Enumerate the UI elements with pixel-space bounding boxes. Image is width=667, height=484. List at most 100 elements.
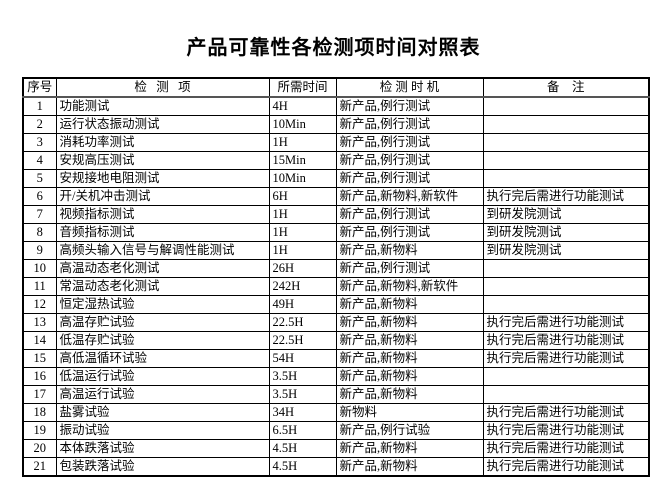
table-body: 1 功能测试 4H 新产品,例行测试 2 运行状态振动测试 10Min 新产品,…	[22, 96, 650, 477]
table-row: 5 安规接地电阻测试 10Min 新产品,例行测试	[22, 169, 650, 188]
cell-row-number: 5	[22, 169, 57, 188]
cell-row-number: 10	[22, 259, 57, 278]
test-time-table: 序号 检 测 项 所需时间 检 测 时 机 备 注 1 功能测试 4H 新产品,…	[22, 77, 650, 477]
table-row: 10 高温动态老化测试 26H 新产品,例行测试	[22, 259, 650, 278]
cell-test-item: 包装跌落试验	[55, 457, 270, 477]
column-header-no: 序号	[22, 77, 57, 98]
cell-test-item: 高温动态老化测试	[55, 259, 270, 278]
cell-test-timing: 新产品,例行测试	[335, 96, 484, 116]
table-row: 20 本体跌落试验 4.5H 新产品,新物料 执行完后需进行功能测试	[22, 439, 650, 458]
table-row: 12 恒定湿热试验 49H 新产品,新物料	[22, 295, 650, 314]
cell-test-item: 振动试验	[55, 421, 270, 440]
cell-test-timing: 新产品,新物料	[335, 367, 484, 386]
cell-test-timing: 新产品,例行测试	[335, 169, 484, 188]
table-row: 2 运行状态振动测试 10Min 新产品,例行测试	[22, 115, 650, 134]
cell-time-needed: 4.5H	[268, 439, 337, 458]
cell-remark: 执行完后需进行功能测试	[482, 313, 650, 332]
cell-row-number: 17	[22, 385, 57, 404]
cell-remark: 执行完后需进行功能测试	[482, 439, 650, 458]
cell-time-needed: 49H	[268, 295, 337, 314]
cell-row-number: 12	[22, 295, 57, 314]
cell-remark	[482, 169, 650, 188]
table-header-row: 序号 检 测 项 所需时间 检 测 时 机 备 注	[22, 77, 650, 98]
cell-remark: 执行完后需进行功能测试	[482, 421, 650, 440]
cell-time-needed: 1H	[268, 223, 337, 242]
cell-test-item: 低温运行试验	[55, 367, 270, 386]
cell-row-number: 13	[22, 313, 57, 332]
cell-test-timing: 新产品,例行测试	[335, 205, 484, 224]
cell-time-needed: 34H	[268, 403, 337, 422]
cell-remark: 执行完后需进行功能测试	[482, 187, 650, 206]
cell-remark: 执行完后需进行功能测试	[482, 403, 650, 422]
table-row: 8 音频指标测试 1H 新产品,例行测试 到研发院测试	[22, 223, 650, 242]
cell-test-timing: 新产品,例行测试	[335, 133, 484, 152]
cell-row-number: 16	[22, 367, 57, 386]
cell-test-item: 盐雾试验	[55, 403, 270, 422]
column-header-item: 检 测 项	[55, 77, 270, 98]
table-row: 4 安规高压测试 15Min 新产品,例行测试	[22, 151, 650, 170]
cell-time-needed: 6.5H	[268, 421, 337, 440]
cell-test-item: 高温存贮试验	[55, 313, 270, 332]
cell-test-timing: 新产品,新物料	[335, 385, 484, 404]
table-row: 19 振动试验 6.5H 新产品,例行试验 执行完后需进行功能测试	[22, 421, 650, 440]
cell-test-timing: 新产品,例行试验	[335, 421, 484, 440]
cell-remark: 执行完后需进行功能测试	[482, 457, 650, 477]
cell-test-timing: 新产品,新物料	[335, 331, 484, 350]
cell-row-number: 2	[22, 115, 57, 134]
cell-test-timing: 新产品,新物料,新软件	[335, 187, 484, 206]
cell-test-item: 视频指标测试	[55, 205, 270, 224]
cell-test-timing: 新产品,新物料	[335, 439, 484, 458]
cell-row-number: 4	[22, 151, 57, 170]
cell-test-timing: 新产品,新物料	[335, 241, 484, 260]
cell-time-needed: 22.5H	[268, 313, 337, 332]
cell-time-needed: 10Min	[268, 115, 337, 134]
column-header-timing: 检 测 时 机	[335, 77, 484, 98]
cell-time-needed: 4.5H	[268, 457, 337, 477]
cell-row-number: 3	[22, 133, 57, 152]
cell-test-item: 安规接地电阻测试	[55, 169, 270, 188]
cell-time-needed: 1H	[268, 133, 337, 152]
cell-time-needed: 242H	[268, 277, 337, 296]
page-title: 产品可靠性各检测项时间对照表	[186, 37, 481, 59]
cell-test-item: 功能测试	[55, 96, 270, 116]
cell-row-number: 21	[22, 457, 57, 477]
cell-test-timing: 新产品,例行测试	[335, 151, 484, 170]
cell-remark	[482, 133, 650, 152]
cell-test-item: 消耗功率测试	[55, 133, 270, 152]
cell-row-number: 8	[22, 223, 57, 242]
cell-test-timing: 新物料	[335, 403, 484, 422]
cell-time-needed: 1H	[268, 241, 337, 260]
table-row: 6 开/关机冲击测试 6H 新产品,新物料,新软件 执行完后需进行功能测试	[22, 187, 650, 206]
table-row: 18 盐雾试验 34H 新物料 执行完后需进行功能测试	[22, 403, 650, 422]
cell-row-number: 18	[22, 403, 57, 422]
table-row: 11 常温动态老化测试 242H 新产品,新物料,新软件	[22, 277, 650, 296]
cell-test-item: 运行状态振动测试	[55, 115, 270, 134]
table-row: 21 包装跌落试验 4.5H 新产品,新物料 执行完后需进行功能测试	[22, 457, 650, 477]
cell-test-timing: 新产品,新物料	[335, 349, 484, 368]
column-header-note: 备 注	[482, 77, 650, 98]
cell-remark	[482, 385, 650, 404]
cell-row-number: 7	[22, 205, 57, 224]
cell-remark	[482, 259, 650, 278]
cell-test-timing: 新产品,例行测试	[335, 223, 484, 242]
cell-row-number: 9	[22, 241, 57, 260]
cell-remark	[482, 367, 650, 386]
table-row: 3 消耗功率测试 1H 新产品,例行测试	[22, 133, 650, 152]
column-header-time: 所需时间	[268, 77, 337, 98]
cell-time-needed: 3.5H	[268, 367, 337, 386]
cell-test-item: 低温存贮试验	[55, 331, 270, 350]
cell-test-item: 音频指标测试	[55, 223, 270, 242]
table-row: 14 低温存贮试验 22.5H 新产品,新物料 执行完后需进行功能测试	[22, 331, 650, 350]
cell-row-number: 15	[22, 349, 57, 368]
cell-remark	[482, 295, 650, 314]
cell-test-timing: 新产品,例行测试	[335, 115, 484, 134]
cell-test-item: 高温运行试验	[55, 385, 270, 404]
table-row: 9 高频头输入信号与解调性能测试 1H 新产品,新物料 到研发院测试	[22, 241, 650, 260]
cell-test-item: 高频头输入信号与解调性能测试	[55, 241, 270, 260]
cell-row-number: 20	[22, 439, 57, 458]
cell-test-timing: 新产品,例行测试	[335, 259, 484, 278]
cell-remark: 到研发院测试	[482, 241, 650, 260]
cell-time-needed: 10Min	[268, 169, 337, 188]
cell-remark	[482, 151, 650, 170]
table-row: 7 视频指标测试 1H 新产品,例行测试 到研发院测试	[22, 205, 650, 224]
